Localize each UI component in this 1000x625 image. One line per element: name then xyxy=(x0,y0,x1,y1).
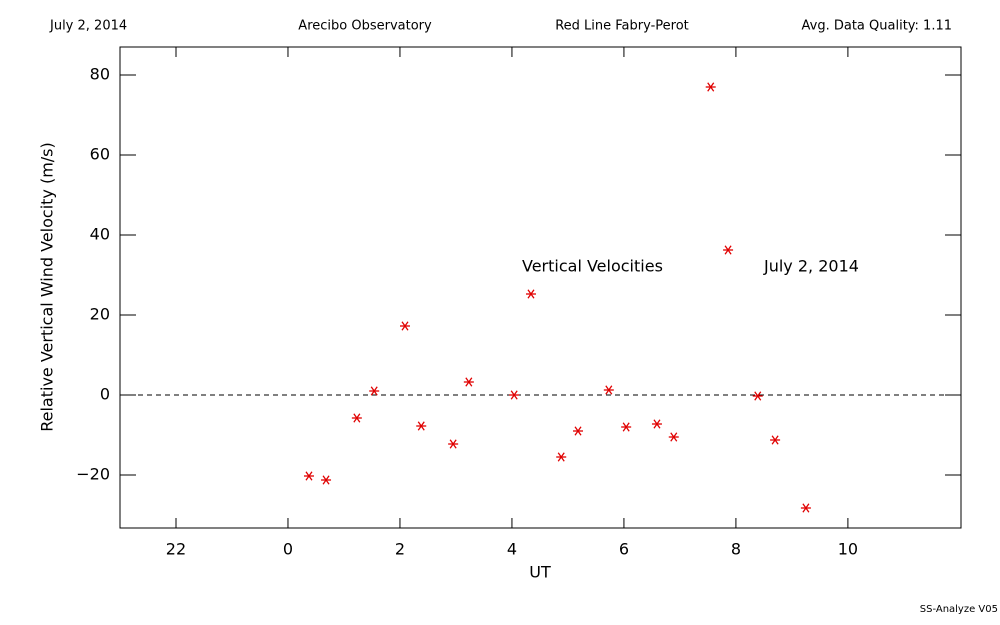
marker-stroke xyxy=(370,386,378,396)
marker-stroke xyxy=(401,321,409,331)
point xyxy=(752,391,763,401)
x-tick-label: 4 xyxy=(507,540,517,559)
point xyxy=(321,475,332,485)
point xyxy=(351,413,362,423)
point xyxy=(573,426,584,436)
y-tick-label: 80 xyxy=(90,65,110,84)
marker-stroke xyxy=(465,377,473,387)
marker-stroke xyxy=(771,435,779,445)
marker-stroke xyxy=(449,439,457,449)
marker-stroke xyxy=(622,422,630,432)
point xyxy=(303,471,314,481)
point xyxy=(705,82,716,92)
x-tick-label: 22 xyxy=(166,540,186,559)
marker-stroke xyxy=(574,426,582,436)
x-axis-label: UT xyxy=(529,563,551,582)
marker-stroke xyxy=(353,413,361,423)
marker-stroke xyxy=(557,452,565,462)
annotation: Vertical Velocities xyxy=(522,257,663,276)
header-date: July 2, 2014 xyxy=(49,19,127,34)
point xyxy=(369,386,380,396)
y-tick-label: −20 xyxy=(76,465,110,484)
point xyxy=(651,419,662,429)
marker-stroke xyxy=(670,432,678,442)
plot-frame xyxy=(119,46,962,529)
point xyxy=(668,432,679,442)
y-tick-label: 20 xyxy=(90,305,110,324)
point xyxy=(399,321,410,331)
x-tick-label: 8 xyxy=(731,540,741,559)
marker-stroke xyxy=(724,245,732,255)
header-quality: Avg. Data Quality: 1.11 xyxy=(802,19,952,34)
y-axis-label: Relative Vertical Wind Velocity (m/s) xyxy=(38,142,57,432)
marker-stroke xyxy=(653,419,661,429)
x-tick-label: 10 xyxy=(838,540,858,559)
header-site: Arecibo Observatory xyxy=(298,19,432,34)
point xyxy=(525,289,536,299)
marker-stroke xyxy=(305,471,313,481)
marker-stroke xyxy=(417,421,425,431)
x-tick-label: 2 xyxy=(395,540,405,559)
point xyxy=(800,503,811,513)
footer: SS-Analyze V05 xyxy=(920,604,998,615)
header-instrument: Red Line Fabry-Perot xyxy=(555,19,689,34)
marker-stroke xyxy=(510,390,518,400)
y-tick-label: 60 xyxy=(90,145,110,164)
point xyxy=(556,452,567,462)
point xyxy=(621,422,632,432)
point xyxy=(509,390,520,400)
marker-stroke xyxy=(322,475,330,485)
marker-stroke xyxy=(527,289,535,299)
point xyxy=(723,245,734,255)
annotation: July 2, 2014 xyxy=(763,257,859,276)
marker-stroke xyxy=(707,82,715,92)
point xyxy=(603,385,614,395)
marker-stroke xyxy=(802,503,810,513)
y-tick-label: 40 xyxy=(90,225,110,244)
point xyxy=(463,377,474,387)
marker-stroke xyxy=(605,385,613,395)
x-tick-label: 0 xyxy=(283,540,293,559)
marker-stroke xyxy=(754,391,762,401)
point xyxy=(448,439,459,449)
x-tick-label: 6 xyxy=(619,540,629,559)
point xyxy=(770,435,781,445)
y-tick-label: 0 xyxy=(100,385,110,404)
point xyxy=(416,421,427,431)
